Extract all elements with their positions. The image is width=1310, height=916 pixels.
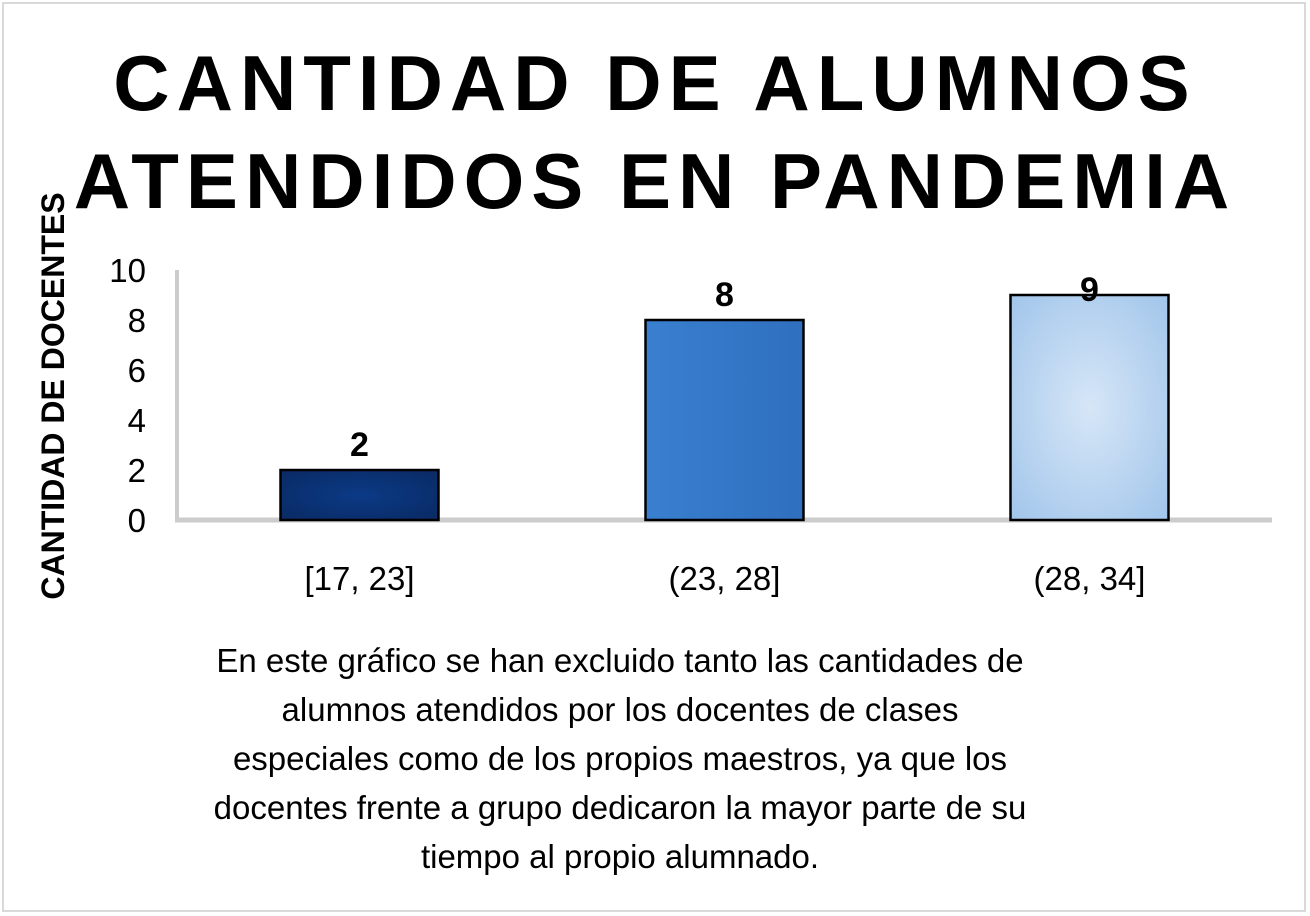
bar [646,320,804,520]
y-tick-label: 10 [109,252,146,289]
y-tick-label: 8 [128,302,146,339]
y-tick-label: 2 [128,452,146,489]
data-label: 2 [350,426,369,464]
x-tick-label: [17, 23] [304,560,414,597]
bar [1011,295,1169,520]
data-label: 8 [715,276,734,314]
x-tick-label: (23, 28] [669,560,781,597]
x-tick-label: (28, 34] [1034,560,1146,597]
y-tick-label: 0 [128,502,146,539]
chart-footnote: En este gráfico se han excluido tanto la… [200,636,1040,881]
y-tick-label: 4 [128,402,146,439]
data-label: 9 [1080,271,1099,309]
bar [281,470,439,520]
y-axis-label: CANTIDAD DE DOCENTES [35,192,71,599]
y-tick-label: 6 [128,352,146,389]
